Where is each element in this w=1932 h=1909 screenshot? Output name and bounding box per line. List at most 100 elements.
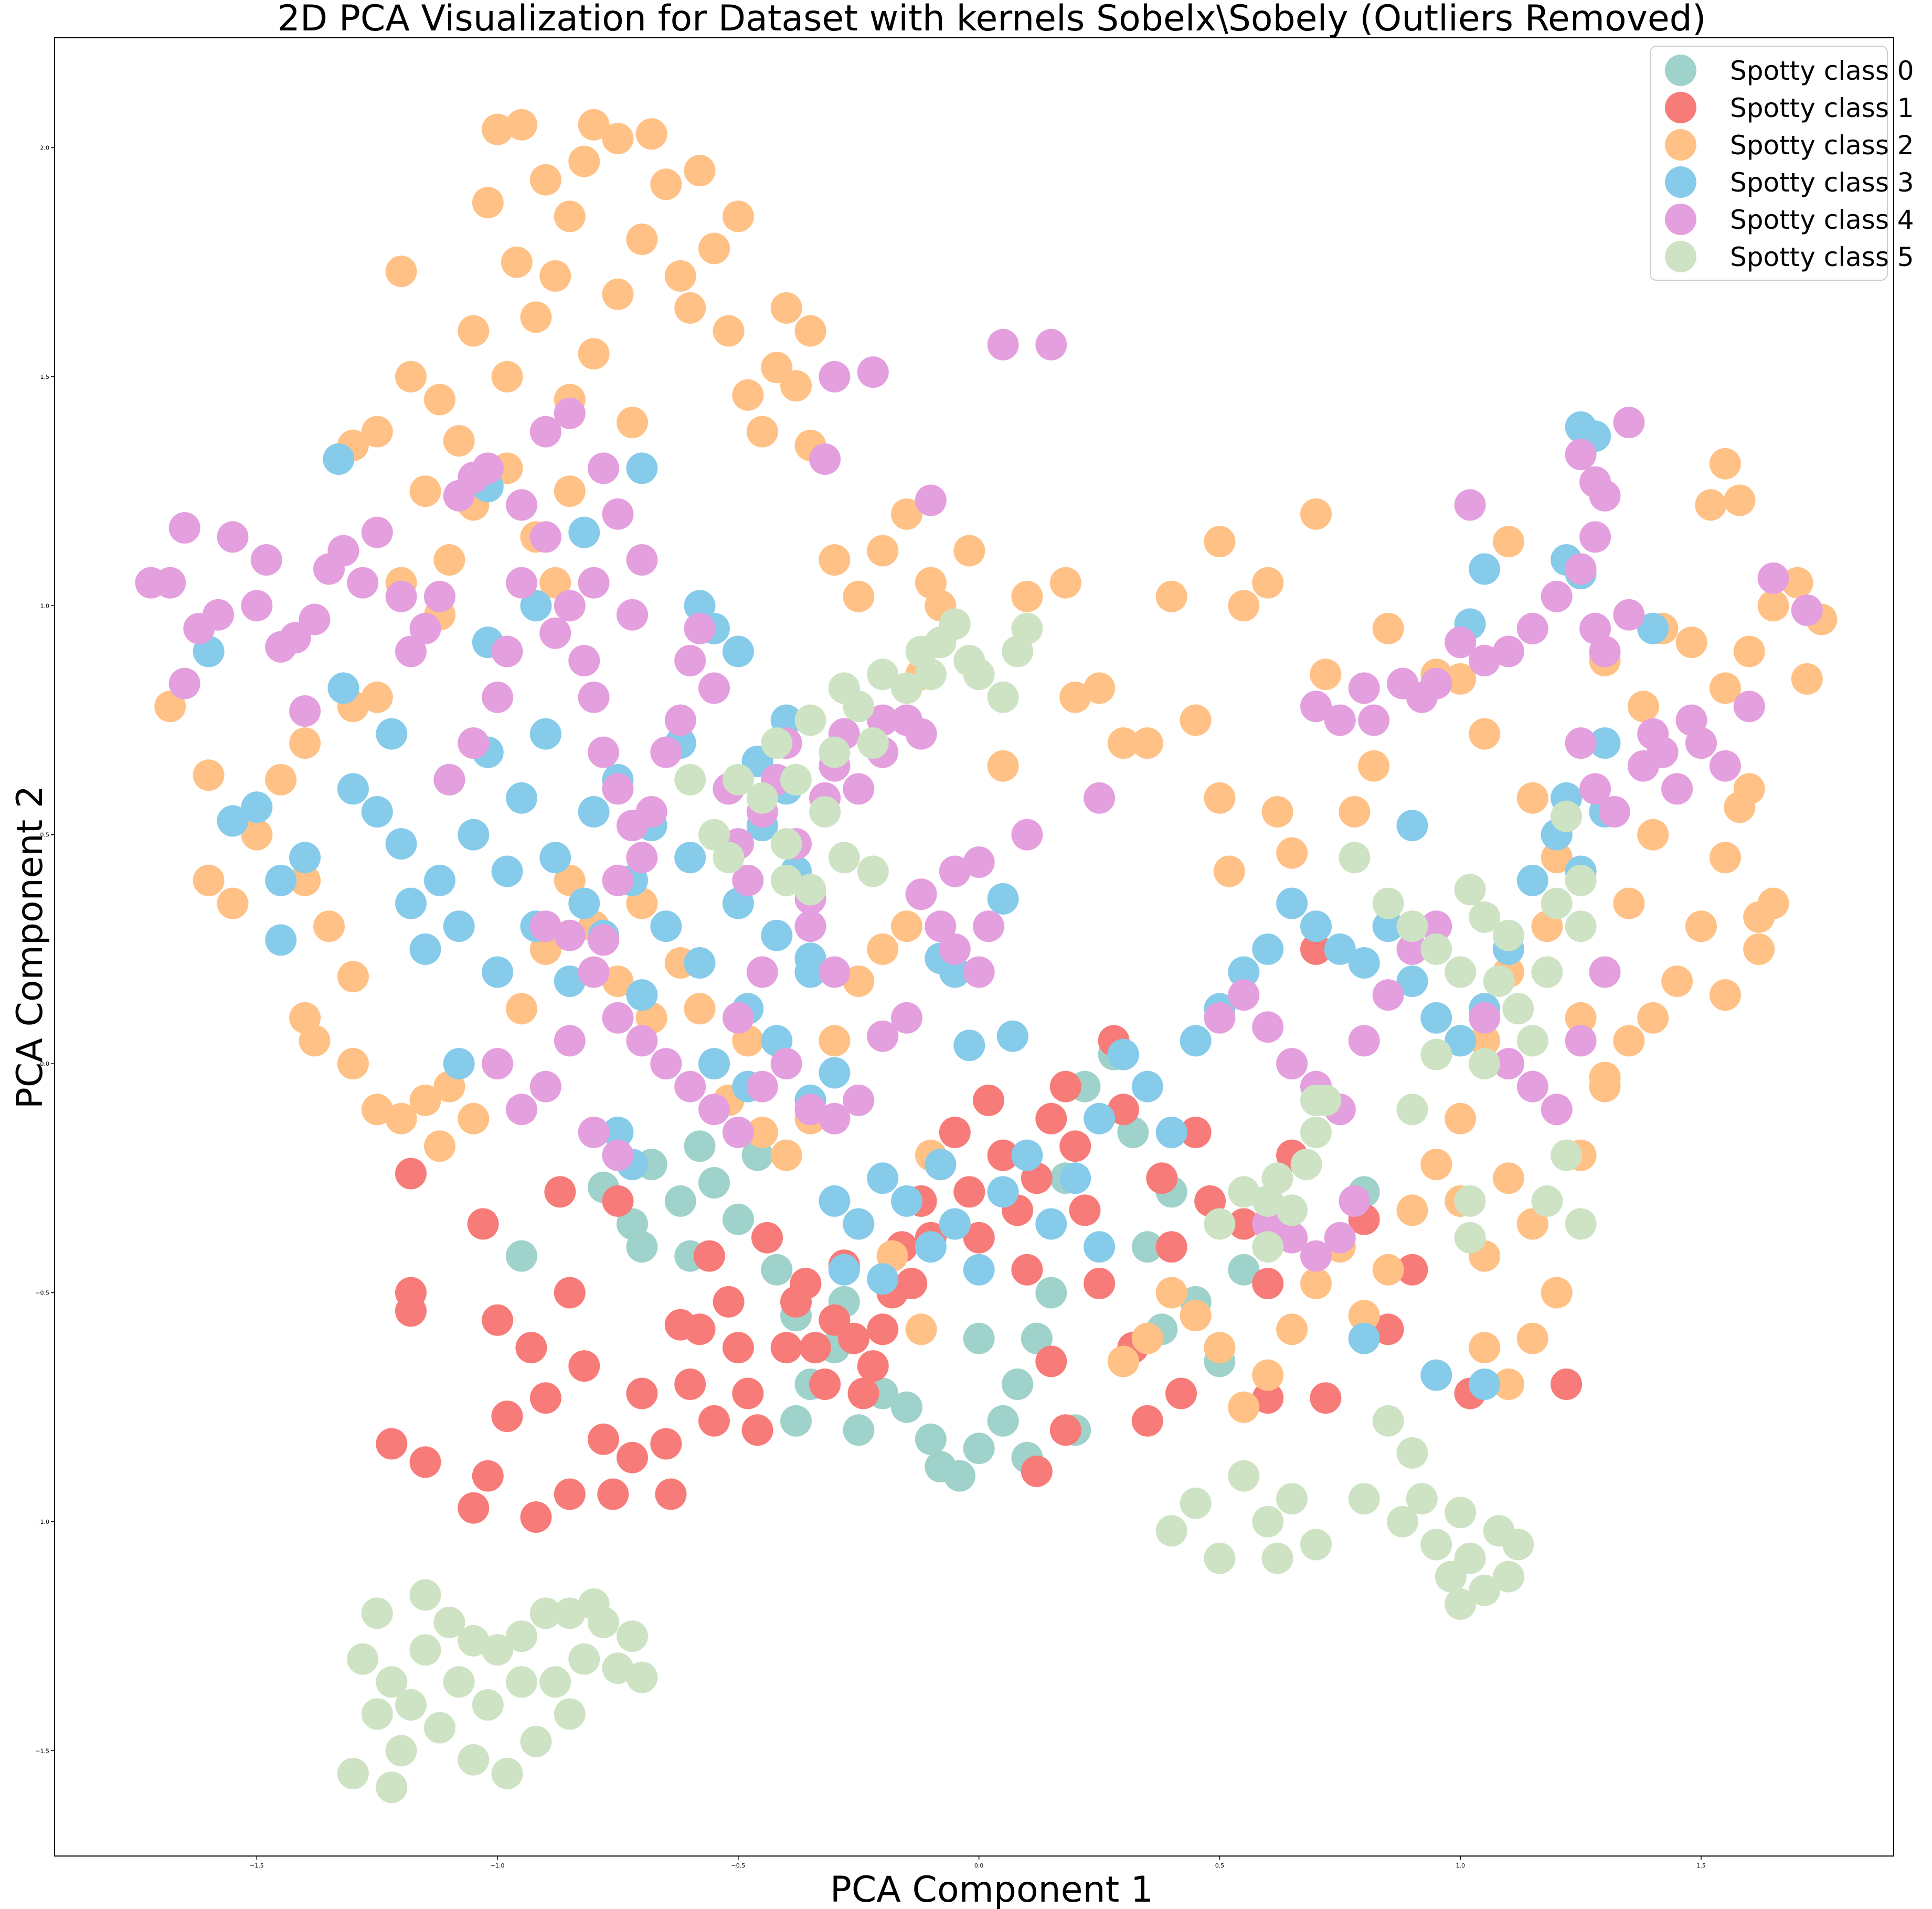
class-2-point <box>1252 567 1284 599</box>
class-1-point <box>1155 1231 1187 1263</box>
class-3-point <box>819 1057 851 1089</box>
x-tick-label: 0.0 <box>974 1862 984 1869</box>
class-4-point <box>684 612 716 644</box>
class-4-point <box>722 1117 754 1148</box>
class-4-point <box>1493 1048 1524 1080</box>
class-3-point <box>409 933 441 965</box>
class-5-point <box>409 1634 441 1666</box>
class-4-point <box>650 1048 682 1080</box>
legend-marker-class-1 <box>1665 92 1696 123</box>
class-1-point <box>617 1441 648 1473</box>
class-5-point <box>1469 1048 1501 1080</box>
class-5-point <box>857 727 889 759</box>
class-4-point <box>1324 1222 1356 1254</box>
class-1-point <box>597 1478 629 1510</box>
class-2-point <box>529 164 561 196</box>
class-4-point <box>482 681 514 713</box>
class-4-point <box>578 681 610 713</box>
class-2-point <box>1300 1268 1332 1299</box>
class-2-point <box>1493 1369 1524 1400</box>
class-4-point <box>1613 599 1645 631</box>
class-3-point <box>819 1185 851 1217</box>
class-3-point <box>722 635 754 667</box>
legend-marker-class-4 <box>1665 204 1696 235</box>
class-4-point <box>602 1139 634 1171</box>
class-1-point <box>857 1350 889 1382</box>
class-5-point <box>1445 1497 1477 1529</box>
class-2-point <box>770 292 802 324</box>
class-4-point <box>1589 956 1621 988</box>
class-0-point <box>891 1391 922 1423</box>
class-5-point <box>1469 901 1501 933</box>
class-5-point <box>674 763 706 796</box>
class-2-point <box>289 864 321 896</box>
class-2-point <box>361 1094 393 1126</box>
class-2-point <box>1358 750 1390 782</box>
class-0-point <box>963 1433 995 1465</box>
class-3-point <box>698 1048 730 1080</box>
class-5-point <box>1252 1185 1284 1217</box>
class-3-point <box>1324 933 1356 965</box>
class-5-point <box>1454 1542 1486 1574</box>
class-2-point <box>891 910 922 942</box>
class-1-point <box>939 1117 971 1148</box>
class-4-point <box>1348 1025 1380 1057</box>
class-4-point <box>424 580 455 612</box>
class-4-point <box>1300 691 1332 723</box>
class-3-point <box>953 1030 985 1062</box>
class-2-point <box>1613 1025 1645 1057</box>
class-4-point <box>1228 979 1260 1011</box>
class-3-point <box>761 919 793 951</box>
class-4-point <box>746 1070 778 1102</box>
class-3-point <box>626 452 658 484</box>
class-1-point <box>1084 1268 1116 1299</box>
class-2-point <box>458 315 490 347</box>
class-3-point <box>568 887 600 919</box>
class-2-point <box>794 315 826 347</box>
class-1-point <box>1131 1405 1163 1437</box>
class-2-point <box>361 416 393 448</box>
class-2-point <box>732 379 764 411</box>
class-2-point <box>1613 887 1645 919</box>
class-1-point <box>1107 1094 1139 1126</box>
ticks-layer: −1.5 −1.0 −0.5 0.0 0.5 1.0 1.5 −1.5 −1.0 −0.5 0.0 0… <box>35 144 1705 1869</box>
y-axis-label: PCA Component 2 <box>9 786 51 1109</box>
class-5-point <box>337 1757 369 1789</box>
class-4-point <box>491 635 523 667</box>
class-5-point <box>1406 1483 1438 1515</box>
class-4-point <box>1358 704 1390 736</box>
class-1-point <box>602 1185 634 1217</box>
class-2-point <box>265 763 297 796</box>
class-4-point <box>925 910 957 942</box>
class-2-point <box>819 1025 851 1057</box>
class-2-point <box>506 993 537 1025</box>
class-3-point <box>987 883 1019 915</box>
x-tick-label: −1.0 <box>491 1862 505 1869</box>
class-3-point <box>674 842 706 874</box>
class-5-point <box>376 1666 408 1698</box>
class-4-point <box>168 667 200 699</box>
class-1-point <box>698 1405 730 1437</box>
class-4-point <box>1589 635 1621 667</box>
class-3-point <box>963 1254 995 1286</box>
class-3-point <box>520 590 552 622</box>
class-4-point <box>1565 553 1597 585</box>
class-2-point <box>1155 1277 1187 1309</box>
class-5-point <box>761 727 793 759</box>
class-2-point <box>1180 704 1212 736</box>
class-1-point <box>395 1158 427 1190</box>
class-2-point <box>1084 672 1116 704</box>
class-4-point <box>1647 736 1679 768</box>
class-2-point <box>337 1048 369 1080</box>
class-4-point <box>529 1070 561 1102</box>
class-4-point <box>539 617 571 649</box>
class-2-point <box>1180 1300 1212 1332</box>
class-4-point <box>1541 580 1573 612</box>
class-4-point <box>635 796 667 828</box>
class-3-point <box>554 966 586 997</box>
class-1-point <box>588 1423 619 1455</box>
class-4-point <box>554 1025 586 1057</box>
class-3-point <box>337 773 369 805</box>
class-2-point <box>843 966 875 997</box>
